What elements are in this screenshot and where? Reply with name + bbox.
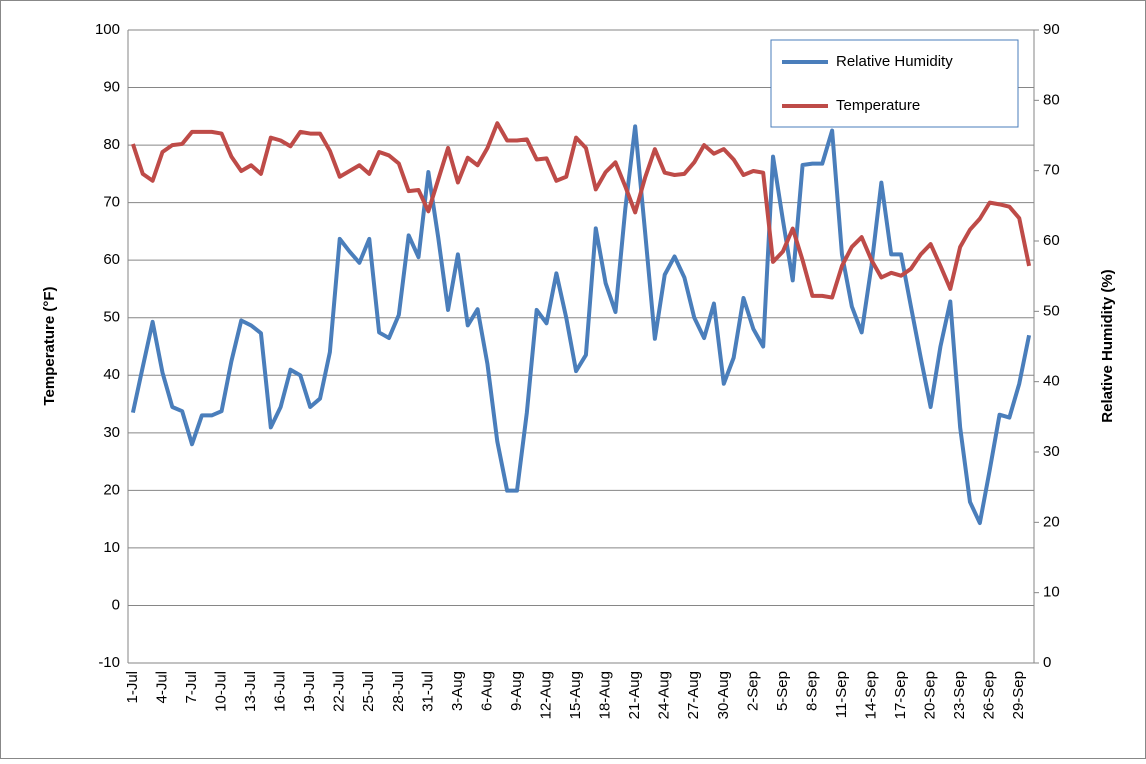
y-tick-label: 20 (103, 481, 120, 498)
y-tick-label: 0 (112, 596, 120, 613)
legend-label: Temperature (836, 97, 920, 114)
x-tick-label: 30-Aug (715, 671, 732, 719)
series-line (131, 121, 1032, 300)
legend-box (770, 39, 1019, 128)
y-axis-title: Temperature (°F) (41, 286, 58, 405)
y-tick-label: 10 (103, 539, 120, 556)
series-line (130, 124, 1032, 526)
y-tick-label: 40 (103, 366, 120, 383)
x-tick-label: 17-Sep (892, 671, 909, 719)
x-tick-label: 28-Jul (390, 671, 407, 712)
x-tick-label: 2-Sep (744, 671, 761, 711)
y2-tick-label: 50 (1043, 302, 1060, 319)
y2-tick-label: 80 (1043, 91, 1060, 108)
y2-tick-label: 0 (1043, 654, 1051, 671)
x-tick-label: 8-Sep (803, 671, 820, 711)
x-tick-label: 25-Jul (360, 671, 377, 712)
y-tick-label: 90 (103, 79, 120, 96)
y-tick-label: 80 (103, 136, 120, 153)
x-tick-label: 31-Jul (419, 671, 436, 712)
y-tick-label: 70 (103, 194, 120, 211)
y2-tick-label: 70 (1043, 162, 1060, 179)
y-tick-label: 30 (103, 424, 120, 441)
y2-tick-label: 10 (1043, 584, 1060, 601)
x-tick-label: 24-Aug (656, 671, 673, 719)
x-tick-label: 1-Jul (124, 671, 141, 704)
x-tick-label: 3-Aug (449, 671, 466, 711)
x-tick-label: 14-Sep (862, 671, 879, 719)
x-tick-label: 15-Aug (567, 671, 584, 719)
legend-label: Relative Humidity (836, 53, 953, 70)
x-tick-label: 20-Sep (922, 671, 939, 719)
x-tick-label: 27-Aug (685, 671, 702, 719)
x-tick-label: 26-Sep (981, 671, 998, 719)
x-tick-label: 6-Aug (478, 671, 495, 711)
y2-tick-label: 20 (1043, 513, 1060, 530)
y2-tick-label: 90 (1043, 21, 1060, 38)
x-tick-label: 29-Sep (1010, 671, 1027, 719)
x-tick-label: 9-Aug (508, 671, 525, 711)
y2-tick-label: 30 (1043, 443, 1060, 460)
x-tick-label: 18-Aug (597, 671, 614, 719)
x-tick-label: 23-Sep (951, 671, 968, 719)
x-tick-label: 4-Jul (153, 671, 170, 704)
x-tick-label: 5-Sep (774, 671, 791, 711)
x-tick-label: 19-Jul (301, 671, 318, 712)
x-tick-label: 13-Jul (242, 671, 259, 712)
x-tick-label: 10-Jul (213, 671, 230, 712)
y2-tick-label: 60 (1043, 232, 1060, 249)
y2-tick-label: 40 (1043, 373, 1060, 390)
legend: Relative Humidity Temperature (770, 39, 1019, 128)
x-tick-label: 21-Aug (626, 671, 643, 719)
y-tick-label: 50 (103, 309, 120, 326)
y-tick-label: 100 (95, 21, 120, 38)
x-tick-label: 16-Jul (272, 671, 289, 712)
y-tick-label: 60 (103, 251, 120, 268)
y-tick-label: -10 (98, 654, 120, 671)
x-tick-label: 7-Jul (183, 671, 200, 704)
x-tick-label: 11-Sep (833, 671, 850, 718)
x-tick-label: 12-Aug (538, 671, 555, 719)
x-tick-label: 22-Jul (331, 671, 348, 712)
y2-axis-title: Relative Humidity (%) (1099, 269, 1116, 422)
